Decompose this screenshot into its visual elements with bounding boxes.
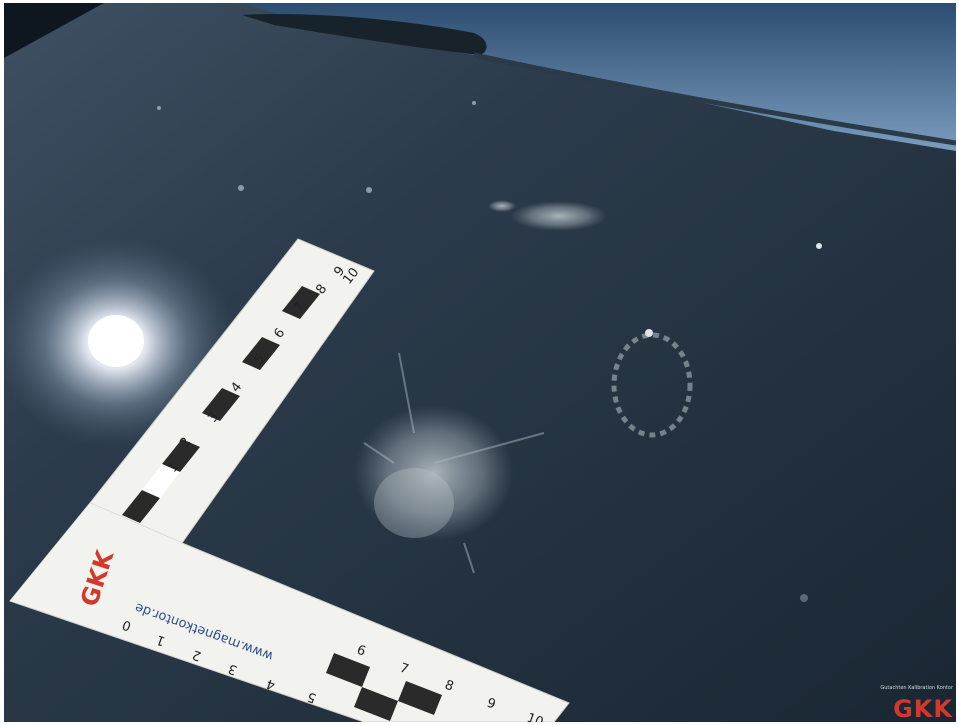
forensic-l-ruler: 1 2 3 4 5 6 7 8 9 10 0 1 2 3 4 5 6 7 (9, 238, 570, 722)
car-hood-photo: 1 2 3 4 5 6 7 8 9 10 0 1 2 3 4 5 6 7 (4, 3, 956, 722)
ruler-checker-lower (326, 653, 442, 721)
corner-reflection (4, 3, 104, 58)
ruler-corner-fill (10, 503, 182, 643)
sun-glare-core (88, 315, 144, 367)
bird-dropping-stains (157, 101, 822, 602)
watermark-brand: GKK (893, 695, 953, 723)
treeline-reflection (242, 13, 487, 55)
horizon-line (473, 52, 956, 146)
ruler-tick-label: 10 (525, 711, 546, 722)
watermark-tagline: Gutachten Kalibration Kontor (880, 685, 953, 691)
watermark-logo: GKK (893, 695, 953, 723)
ruler-checker-upper (122, 286, 320, 523)
